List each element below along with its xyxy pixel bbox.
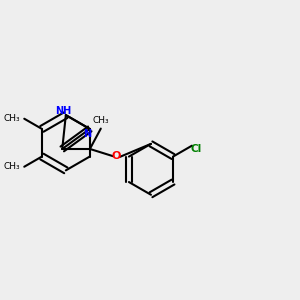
Text: O: O — [111, 151, 121, 161]
Text: CH₃: CH₃ — [4, 114, 21, 123]
Text: CH₃: CH₃ — [92, 116, 109, 125]
Text: Cl: Cl — [191, 144, 202, 154]
Text: NH: NH — [55, 106, 71, 116]
Text: CH₃: CH₃ — [4, 162, 21, 171]
Text: N: N — [83, 129, 91, 139]
